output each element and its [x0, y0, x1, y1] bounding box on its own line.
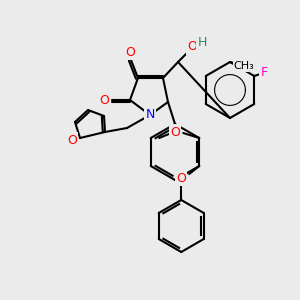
Text: O: O	[176, 172, 186, 184]
Text: O: O	[125, 46, 135, 59]
Text: O: O	[187, 40, 197, 53]
Text: H: H	[197, 35, 207, 49]
Text: O: O	[99, 94, 109, 106]
Text: F: F	[261, 67, 268, 80]
Text: O: O	[67, 134, 77, 146]
Text: CH₃: CH₃	[234, 61, 254, 71]
Text: N: N	[145, 109, 155, 122]
Text: O: O	[170, 125, 180, 139]
